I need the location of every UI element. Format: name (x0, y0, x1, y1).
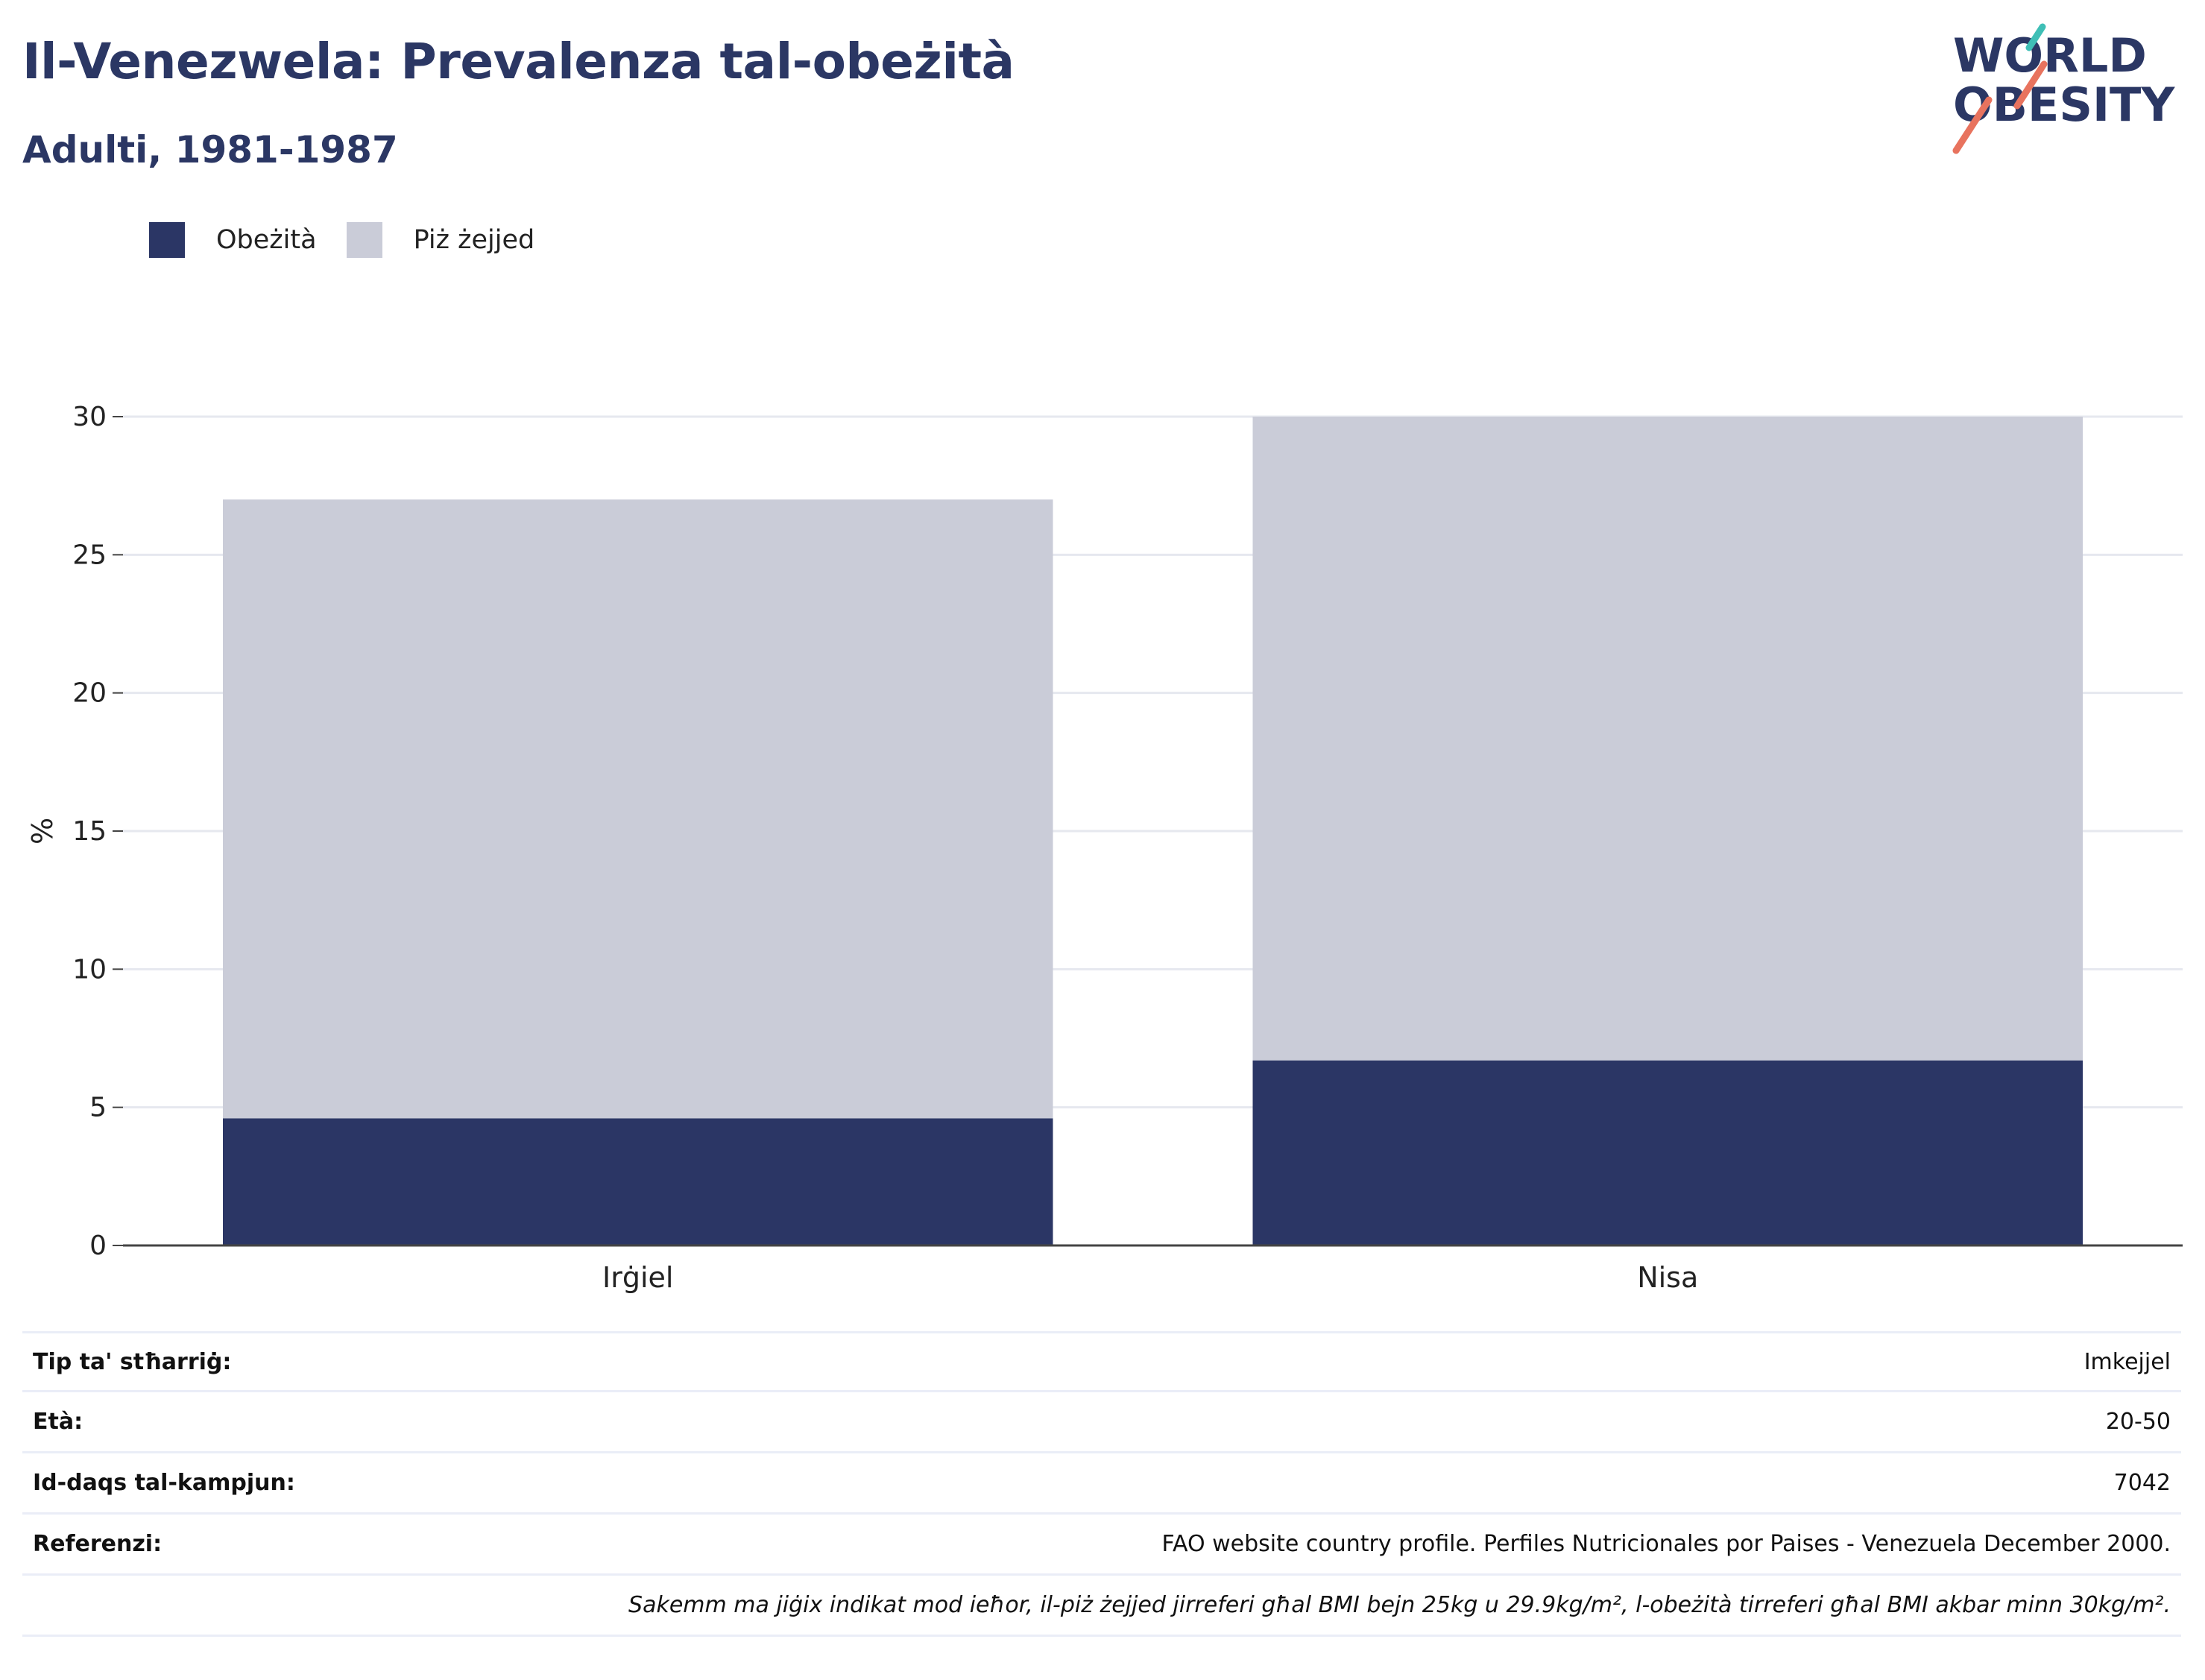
legend-item-overweight[interactable]: Piż żejjed (346, 222, 535, 258)
y-tick-label: 25 (72, 540, 107, 570)
info-row-references: Referenzi: FAO website country profile. … (22, 1515, 2181, 1576)
y-axis-label: % (26, 818, 59, 844)
svg-text:OBESITY: OBESITY (1953, 78, 2175, 132)
definition-note: Sakemm ma jiġix indikat mod ieħor, il-pi… (628, 1592, 2171, 1618)
info-row-age: Età: 20-50 (22, 1392, 2181, 1453)
info-row-note: Sakemm ma jiġix indikat mod ieħor, il-pi… (22, 1576, 2181, 1637)
y-tick-label: 30 (72, 402, 107, 432)
y-tick-label: 20 (72, 678, 107, 709)
svg-text:WORLD: WORLD (1953, 28, 2147, 83)
info-value-age: 20-50 (2105, 1409, 2171, 1435)
info-key-references: Referenzi: (33, 1531, 163, 1557)
info-row-survey-type: Tip ta' stħarriġ: Imkejjel (22, 1331, 2181, 1392)
info-row-sample-size: Id-daqs tal-kampjun: 7042 (22, 1453, 2181, 1515)
legend-swatch-overweight (346, 222, 382, 258)
world-obesity-logo: WORLD OBESITY (1952, 23, 2175, 154)
legend-label-obesity: Obeżità (216, 225, 317, 255)
bar-overweight-1 (1252, 417, 2083, 1061)
x-category-label: Irġiel (602, 1261, 673, 1294)
info-value-sample-size: 7042 (2113, 1470, 2171, 1496)
info-value-survey-type: Imkejjel (2083, 1348, 2171, 1375)
chart-legend: Obeżità Piż żejjed (149, 222, 564, 258)
legend-label-overweight: Piż żejjed (413, 225, 535, 255)
info-key-survey-type: Tip ta' stħarriġ: (33, 1348, 232, 1375)
y-tick-label: 10 (72, 954, 107, 985)
chart-title: Il-Venezwela: Prevalenza tal-obeżità (22, 33, 1015, 90)
x-category-label: Nisa (1637, 1261, 1698, 1294)
bar-overweight-0 (223, 499, 1053, 1119)
y-tick-label: 5 (89, 1093, 107, 1123)
info-key-sample-size: Id-daqs tal-kampjun: (33, 1470, 295, 1496)
bar-obesity-1 (1252, 1060, 2083, 1245)
info-key-age: Età: (33, 1409, 83, 1435)
survey-info-table: Tip ta' stħarriġ: Imkejjel Età: 20-50 Id… (22, 1331, 2181, 1637)
legend-swatch-obesity (149, 222, 185, 258)
y-tick-label: 15 (72, 816, 107, 847)
bar-obesity-0 (223, 1118, 1053, 1245)
legend-item-obesity[interactable]: Obeżità (149, 222, 317, 258)
chart-subtitle: Adulti, 1981-1987 (22, 128, 398, 171)
bar-chart: 0 5 10 15 20 25 30% Irġiel Nisa (26, 402, 2183, 1294)
y-tick-label: 0 (89, 1231, 107, 1261)
info-value-references: FAO website country profile. Perfiles Nu… (1161, 1531, 2171, 1557)
